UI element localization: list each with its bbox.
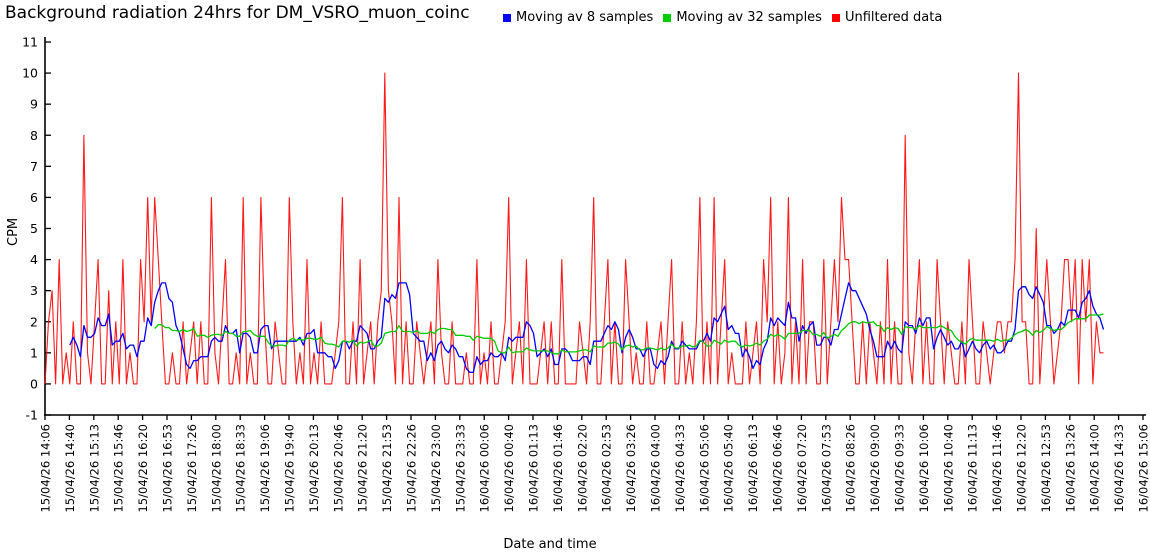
legend-label-moving-av-8: Moving av 8 samples xyxy=(516,10,654,25)
svg-text:16/04/26 09:33: 16/04/26 09:33 xyxy=(893,424,907,512)
svg-text:16/04/26 03:26: 16/04/26 03:26 xyxy=(624,424,638,512)
svg-text:16/04/26 00:06: 16/04/26 00:06 xyxy=(478,424,492,512)
svg-text:15/04/26 20:46: 15/04/26 20:46 xyxy=(331,424,345,512)
svg-text:15/04/26 16:53: 15/04/26 16:53 xyxy=(161,424,175,512)
svg-text:15/04/26 15:46: 15/04/26 15:46 xyxy=(112,424,126,512)
svg-text:16/04/26 12:53: 16/04/26 12:53 xyxy=(1039,424,1053,512)
svg-text:16/04/26 07:20: 16/04/26 07:20 xyxy=(795,424,809,512)
svg-text:16/04/26 06:13: 16/04/26 06:13 xyxy=(746,424,760,512)
svg-text:7: 7 xyxy=(30,159,38,174)
svg-text:15/04/26 21:20: 15/04/26 21:20 xyxy=(356,424,370,512)
x-axis-tick-labels: 15/04/26 14:06 15/04/26 14:40 15/04/26 15:… xyxy=(39,424,1150,512)
svg-text:-1: -1 xyxy=(26,408,38,423)
svg-text:16/04/26 06:46: 16/04/26 06:46 xyxy=(771,424,785,512)
legend: Moving av 8 samples Moving av 32 samples… xyxy=(503,10,942,25)
svg-text:16/04/26 01:13: 16/04/26 01:13 xyxy=(527,424,541,512)
svg-text:5: 5 xyxy=(30,221,38,236)
svg-text:16/04/26 11:46: 16/04/26 11:46 xyxy=(990,424,1004,512)
axes xyxy=(44,37,1146,416)
svg-text:15/04/26 19:06: 15/04/26 19:06 xyxy=(258,424,272,512)
svg-text:16/04/26 05:40: 16/04/26 05:40 xyxy=(722,424,736,512)
svg-text:16/04/26 11:13: 16/04/26 11:13 xyxy=(966,424,980,512)
svg-text:15/04/26 22:26: 15/04/26 22:26 xyxy=(405,424,419,512)
svg-text:2: 2 xyxy=(30,314,38,329)
svg-text:15/04/26 18:00: 15/04/26 18:00 xyxy=(209,424,223,512)
svg-text:1: 1 xyxy=(30,345,38,360)
svg-text:16/04/26 00:40: 16/04/26 00:40 xyxy=(502,424,516,512)
svg-text:15/04/26 17:26: 15/04/26 17:26 xyxy=(185,424,199,512)
legend-item-moving-av-8: Moving av 8 samples xyxy=(503,10,653,25)
svg-text:16/04/26 10:40: 16/04/26 10:40 xyxy=(941,424,955,512)
svg-text:16/04/26 01:46: 16/04/26 01:46 xyxy=(551,424,565,512)
svg-text:16/04/26 09:00: 16/04/26 09:00 xyxy=(868,424,882,512)
legend-label-unfiltered: Unfiltered data xyxy=(844,10,943,25)
svg-text:4: 4 xyxy=(30,252,38,267)
svg-text:15/04/26 21:53: 15/04/26 21:53 xyxy=(380,424,394,512)
svg-text:8: 8 xyxy=(30,128,38,143)
legend-swatch-green-icon xyxy=(663,13,672,22)
svg-text:15/04/26 23:00: 15/04/26 23:00 xyxy=(429,424,443,512)
x-axis-title: Date and time xyxy=(503,537,597,552)
svg-text:16/04/26 14:33: 16/04/26 14:33 xyxy=(1112,424,1126,512)
series-unfiltered-line xyxy=(44,72,1104,385)
svg-text:16/04/26 05:06: 16/04/26 05:06 xyxy=(697,424,711,512)
svg-text:15/04/26 14:40: 15/04/26 14:40 xyxy=(63,424,77,512)
svg-text:16/04/26 10:06: 16/04/26 10:06 xyxy=(917,424,931,512)
legend-label-moving-av-32: Moving av 32 samples xyxy=(676,10,822,25)
svg-text:16/04/26 14:00: 16/04/26 14:00 xyxy=(1088,424,1102,512)
y-axis-ticks xyxy=(45,41,51,416)
y-axis-title: CPM xyxy=(6,217,21,246)
svg-text:16/04/26 12:20: 16/04/26 12:20 xyxy=(1015,424,1029,512)
svg-text:11: 11 xyxy=(22,35,38,50)
svg-text:15/04/26 19:40: 15/04/26 19:40 xyxy=(283,424,297,512)
svg-text:6: 6 xyxy=(30,190,38,205)
legend-item-unfiltered: Unfiltered data xyxy=(831,10,943,25)
svg-text:15/04/26 20:13: 15/04/26 20:13 xyxy=(307,424,321,512)
svg-text:16/04/26 08:26: 16/04/26 08:26 xyxy=(844,424,858,512)
svg-text:15/04/26 23:33: 15/04/26 23:33 xyxy=(453,424,467,512)
svg-text:16/04/26 07:53: 16/04/26 07:53 xyxy=(819,424,833,512)
svg-text:3: 3 xyxy=(30,283,38,298)
svg-text:16/04/26 02:53: 16/04/26 02:53 xyxy=(600,424,614,512)
svg-text:10: 10 xyxy=(22,66,38,81)
svg-text:15/04/26 15:13: 15/04/26 15:13 xyxy=(87,424,101,512)
legend-swatch-blue-icon xyxy=(503,13,511,22)
chart-title: Background radiation 24hrs for DM_VSRO_m… xyxy=(5,3,470,23)
svg-text:15/04/26 14:06: 15/04/26 14:06 xyxy=(39,424,53,512)
svg-text:15/04/26 18:33: 15/04/26 18:33 xyxy=(234,424,248,512)
svg-text:0: 0 xyxy=(30,376,38,391)
legend-item-moving-av-32: Moving av 32 samples xyxy=(663,10,822,25)
svg-text:16/04/26 15:06: 16/04/26 15:06 xyxy=(1137,424,1150,512)
svg-text:16/04/26 04:33: 16/04/26 04:33 xyxy=(673,424,687,512)
x-axis-ticks xyxy=(44,415,1144,420)
y-axis-tick-labels: -1 0 1 2 3 4 5 6 7 8 9 10 11 xyxy=(22,35,38,423)
legend-swatch-red-icon xyxy=(831,13,840,22)
svg-text:9: 9 xyxy=(30,97,38,112)
svg-text:16/04/26 04:00: 16/04/26 04:00 xyxy=(649,424,663,512)
svg-text:16/04/26 02:20: 16/04/26 02:20 xyxy=(575,424,589,512)
svg-text:15/04/26 16:20: 15/04/26 16:20 xyxy=(136,424,150,512)
svg-text:16/04/26 13:26: 16/04/26 13:26 xyxy=(1063,424,1077,512)
series-moving-av-32-line xyxy=(154,313,1104,355)
